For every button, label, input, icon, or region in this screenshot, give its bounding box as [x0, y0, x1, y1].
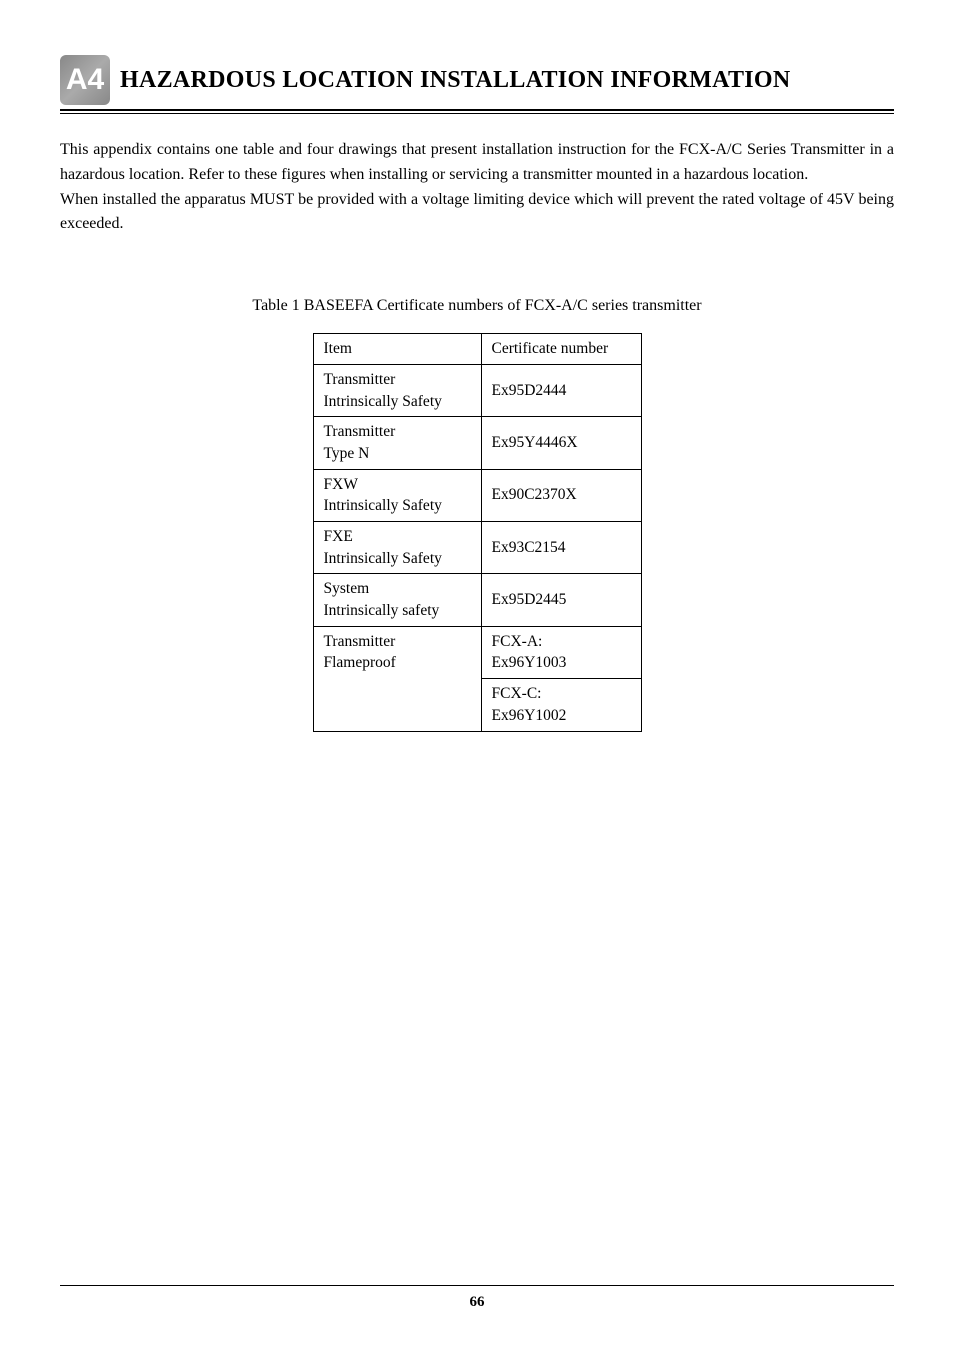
table-header-row: Item Certificate number [313, 334, 641, 365]
page-title: HAZARDOUS LOCATION INSTALLATION INFORMAT… [120, 67, 791, 94]
header-rule-thick [60, 109, 894, 111]
item-line2: Intrinsically Safety [324, 497, 442, 514]
table-cell-cert: Ex90C2370X [481, 469, 641, 521]
intro-para-1: This appendix contains one table and fou… [60, 138, 894, 188]
appendix-badge: A4 [60, 55, 110, 105]
item-line1: FXE [324, 528, 353, 545]
table-cell-cert: Ex95Y4446X [481, 417, 641, 469]
table-row: System Intrinsically safety Ex95D2445 [313, 574, 641, 626]
table-cell-cert: FCX-C: Ex96Y1002 [481, 679, 641, 731]
table-cell-item: FXW Intrinsically Safety [313, 469, 481, 521]
table-cell-cert: Ex93C2154 [481, 522, 641, 574]
table-row: FXW Intrinsically Safety Ex90C2370X [313, 469, 641, 521]
intro-text: This appendix contains one table and fou… [60, 138, 894, 237]
cert-line1: FCX-A: [492, 633, 543, 650]
footer: 66 [60, 1285, 894, 1311]
table-header-cert: Certificate number [481, 334, 641, 365]
item-line1: Transmitter [324, 423, 396, 440]
item-line1: Transmitter [324, 633, 396, 650]
table-cell-item: Transmitter Type N [313, 417, 481, 469]
table-row: FXE Intrinsically Safety Ex93C2154 [313, 522, 641, 574]
item-line2: Type N [324, 445, 370, 462]
item-line1: System [324, 580, 370, 597]
table-header-item: Item [313, 334, 481, 365]
header-rule-thin [60, 113, 894, 114]
table-caption: Table 1 BASEEFA Certificate numbers of F… [60, 297, 894, 315]
cert-line1: FCX-C: [492, 685, 542, 702]
table-cell-cert: Ex95D2444 [481, 364, 641, 416]
table-cell-item: Transmitter Intrinsically Safety [313, 364, 481, 416]
item-line2: Intrinsically Safety [324, 393, 442, 410]
table-row: Transmitter Flameproof FCX-A: Ex96Y1003 [313, 626, 641, 678]
table-row: Transmitter Type N Ex95Y4446X [313, 417, 641, 469]
table-cell-item: System Intrinsically safety [313, 574, 481, 626]
table-cell-cert: Ex95D2445 [481, 574, 641, 626]
cert-line2: Ex96Y1003 [492, 654, 567, 671]
badge-text: A4 [66, 63, 104, 97]
item-line2: Intrinsically safety [324, 602, 440, 619]
cert-line2: Ex96Y1002 [492, 707, 567, 724]
page-number: 66 [60, 1294, 894, 1311]
table-cell-item: FXE Intrinsically Safety [313, 522, 481, 574]
intro-para-2: When installed the apparatus MUST be pro… [60, 188, 894, 238]
item-line1: Transmitter [324, 371, 396, 388]
footer-rule [60, 1285, 894, 1286]
item-line2: Flameproof [324, 654, 396, 671]
certificate-table: Item Certificate number Transmitter Intr… [313, 333, 642, 731]
item-line1: FXW [324, 476, 358, 493]
item-line2: Intrinsically Safety [324, 550, 442, 567]
table-cell-cert: FCX-A: Ex96Y1003 [481, 626, 641, 678]
header: A4 HAZARDOUS LOCATION INSTALLATION INFOR… [60, 55, 894, 105]
table-row: Transmitter Intrinsically Safety Ex95D24… [313, 364, 641, 416]
table-cell-item: Transmitter Flameproof [313, 626, 481, 731]
